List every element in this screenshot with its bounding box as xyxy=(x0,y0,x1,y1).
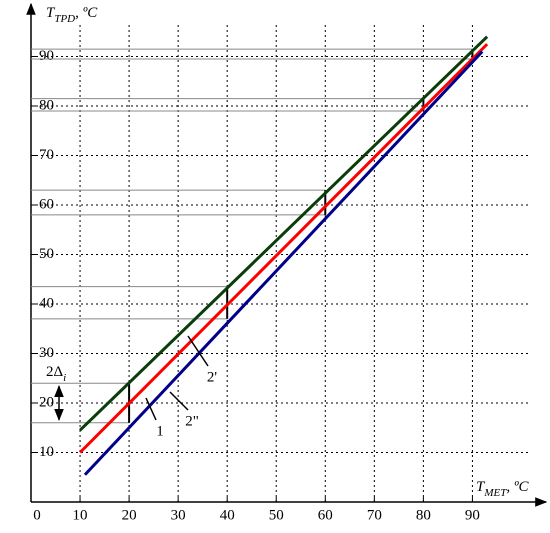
series-line xyxy=(79,35,489,432)
series-line xyxy=(78,43,489,454)
x-tick-label: 40 xyxy=(220,507,235,523)
series-label: 2' xyxy=(207,369,218,385)
label-main: T xyxy=(46,5,56,21)
series-label: 2" xyxy=(185,413,199,429)
series-label: 1 xyxy=(156,423,164,439)
y-tick-label: 70 xyxy=(39,147,54,163)
x-tick-label: 50 xyxy=(269,507,284,523)
delta-sub: i xyxy=(63,372,66,384)
leader-line xyxy=(187,335,209,367)
x-tick-label: 60 xyxy=(318,507,333,523)
y-tick-label: 30 xyxy=(39,345,54,361)
x-tick-label: 80 xyxy=(416,507,431,523)
label-sub: TPD xyxy=(54,13,75,25)
x-tick-label: 70 xyxy=(367,507,382,523)
label-unit: , ºC xyxy=(75,5,98,21)
y-tick-label: 40 xyxy=(39,295,54,311)
x-tick-label: 30 xyxy=(171,507,186,523)
series-line xyxy=(83,50,484,476)
y-tick-label: 50 xyxy=(39,246,54,262)
y-tick-label: 80 xyxy=(39,97,54,113)
x-tick-label: 10 xyxy=(73,507,88,523)
x-label: TMET, ºC xyxy=(476,479,529,498)
y-tick-label: 20 xyxy=(39,394,54,410)
y-tick-label: 10 xyxy=(39,444,54,460)
leader-line xyxy=(145,397,157,421)
x-tick-label: 90 xyxy=(465,507,480,523)
y-tick-label: 90 xyxy=(39,48,54,64)
label-unit: , ºC xyxy=(506,479,529,495)
x-tick-label: 20 xyxy=(122,507,137,523)
leader-line xyxy=(169,391,189,411)
y-label: TTPD, ºC xyxy=(46,5,98,24)
delta-label: 2Δi xyxy=(46,364,66,383)
y-tick-label: 60 xyxy=(39,196,54,212)
label-sub: MET xyxy=(483,487,507,499)
x-tick-label: 0 xyxy=(33,507,41,523)
delta-main: 2Δ xyxy=(46,364,64,380)
label-main: T xyxy=(476,479,486,495)
